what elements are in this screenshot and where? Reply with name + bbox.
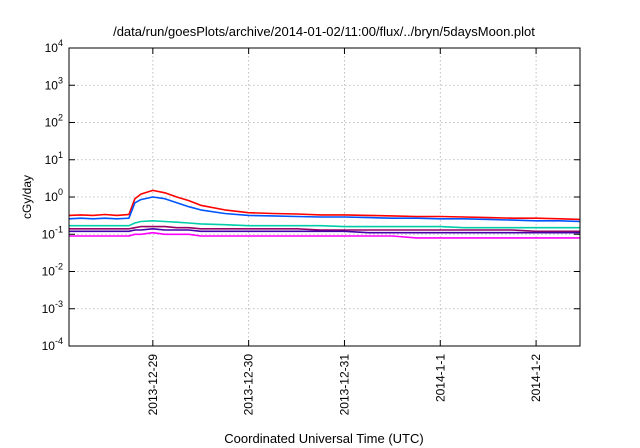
y-tick-label: 10-3 (42, 299, 63, 316)
y-tick-label: 102 (45, 113, 63, 130)
y-tick-label: 10-2 (42, 262, 63, 279)
grid (69, 48, 580, 346)
x-axis-label: Coordinated Universal Time (UTC) (224, 431, 423, 446)
y-tick-label: 103 (45, 75, 63, 92)
y-tick-label: 10-4 (42, 336, 63, 353)
series-layer (68, 189, 581, 239)
y-tick-label: 100 (45, 187, 63, 204)
y-ticks: 10-4 10-3 10-2 10-1 100 101 102 103 104 (42, 38, 580, 353)
series-line-3 (69, 220, 580, 229)
x-tick-label: 2014-1-2 (529, 354, 543, 402)
series-line-6 (69, 231, 580, 239)
series-line-1 (68, 189, 581, 221)
y-tick-label: 104 (45, 38, 63, 55)
series-line-5 (69, 228, 580, 234)
series-line-4 (69, 225, 580, 233)
chart-title: /data/run/goesPlots/archive/2014-01-02/1… (113, 24, 535, 39)
x-tick-label: 2014-1-1 (433, 354, 447, 402)
y-tick-label: 10-1 (42, 224, 63, 241)
x-tick-label: 2013-12-31 (337, 354, 351, 416)
y-axis-label: cGy/day (20, 175, 34, 219)
x-tick-label: 2013-12-30 (242, 354, 256, 416)
x-ticks: 2013-12-29 2013-12-30 2013-12-31 2014-1-1 20… (146, 48, 543, 415)
x-tick-label: 2013-12-29 (146, 354, 160, 416)
y-tick-label: 101 (45, 150, 63, 167)
series-line-2 (68, 196, 581, 223)
